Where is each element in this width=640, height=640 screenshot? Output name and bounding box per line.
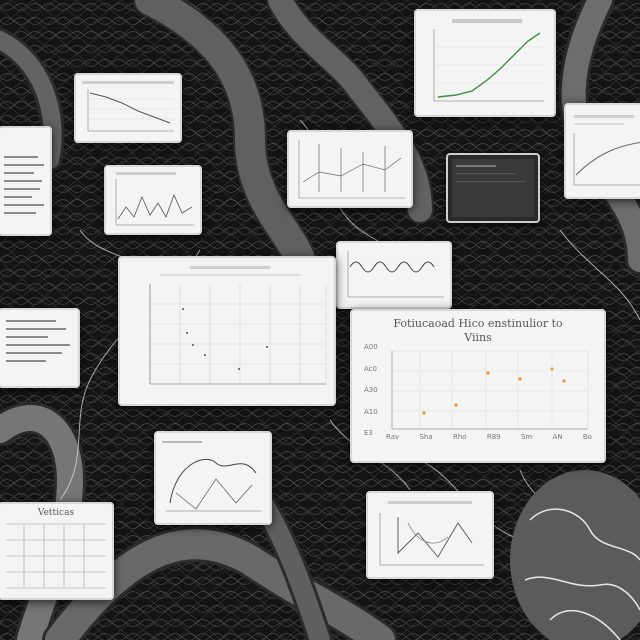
x-tick: Rho xyxy=(452,433,467,441)
table-grid xyxy=(6,523,106,589)
diagram-sketch xyxy=(379,501,484,566)
y-tick: A30 xyxy=(364,386,378,394)
area-chart xyxy=(573,115,640,186)
mini-chart-card-right xyxy=(564,103,640,199)
main-chart-x-ticks: Rav Sha Rho R89 Sm AN Bo xyxy=(386,433,592,441)
sketch-chart xyxy=(298,140,405,199)
mini-chart-card-diagram xyxy=(366,491,494,579)
mini-chart-card-declining xyxy=(74,73,182,143)
main-chart-point xyxy=(422,411,426,415)
text-list-card-left xyxy=(0,126,52,236)
grid-scatter-chart xyxy=(149,266,327,385)
main-chart-card: Fotiucaoad Hico enstinulior to Viins A00… xyxy=(350,309,606,463)
main-chart-point xyxy=(562,379,566,383)
mini-chart-card-spiky xyxy=(104,165,202,235)
x-tick: R89 xyxy=(486,433,501,441)
y-tick: E3 xyxy=(364,429,373,437)
mini-chart-card-growth xyxy=(414,9,556,117)
table-heading: Vetticas xyxy=(37,508,75,518)
main-chart-title: Fotiucaoad Hico enstinulior to Viins xyxy=(352,317,604,345)
grid-chart-card xyxy=(118,256,336,406)
main-chart-plot xyxy=(391,350,589,430)
x-tick: Bo xyxy=(582,433,592,441)
main-chart-title-line1: Fotiucaoad Hico enstinulior to xyxy=(393,317,563,330)
main-chart-title-line2: Viins xyxy=(464,330,492,344)
main-chart-point xyxy=(454,403,458,407)
spiky-line-chart xyxy=(115,172,194,226)
curve-sketch xyxy=(162,441,262,512)
text-list xyxy=(4,156,44,214)
x-tick: AN xyxy=(552,433,563,441)
main-chart-point xyxy=(550,367,554,371)
dark-screen xyxy=(452,159,534,217)
mini-chart-card-center xyxy=(287,130,413,208)
mini-chart-card-curve xyxy=(154,431,272,525)
text-panel-card-left xyxy=(0,308,80,388)
x-tick: Sm xyxy=(520,433,533,441)
x-tick: Rav xyxy=(386,433,400,441)
main-chart-y-ticks: A00 Ac0 A30 A10 E3 xyxy=(364,343,394,437)
y-tick: A10 xyxy=(364,407,378,416)
declining-line-chart xyxy=(82,81,174,132)
table-card: Vetticas xyxy=(0,502,114,600)
x-tick: Sha xyxy=(419,433,433,441)
text-panel xyxy=(6,320,70,362)
y-tick: Ac0 xyxy=(364,364,377,373)
growth-line-chart xyxy=(433,19,544,102)
mini-chart-card-wave xyxy=(336,241,452,309)
y-tick: A00 xyxy=(364,343,378,351)
dark-screen-card xyxy=(446,153,540,223)
main-chart-point xyxy=(486,371,490,375)
wave-chart xyxy=(347,251,444,298)
main-chart-point xyxy=(518,377,522,381)
